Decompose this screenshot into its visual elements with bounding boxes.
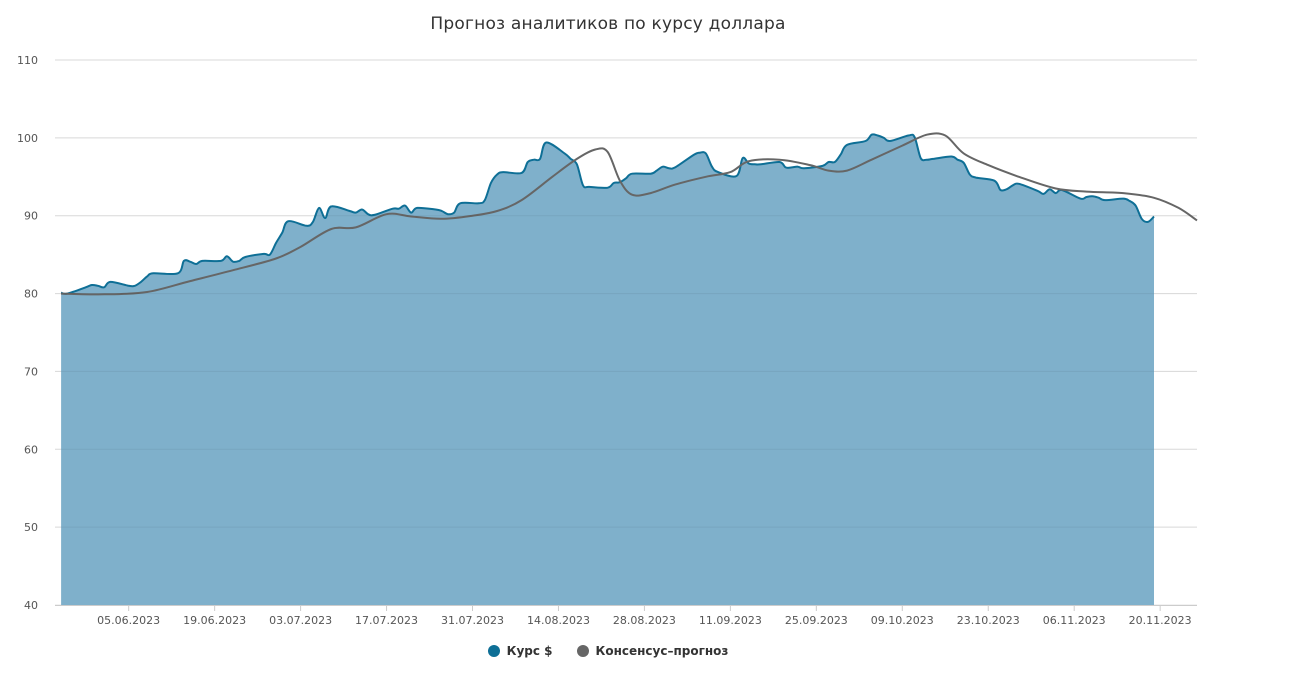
legend-marker-rate: [487, 645, 500, 657]
x-tick-label: 14.08.2023: [527, 614, 590, 627]
y-tick-label: 40: [24, 599, 38, 612]
x-tick-label: 17.07.2023: [355, 614, 418, 627]
legend-label-rate: Курс $: [506, 644, 553, 658]
x-tick-label: 19.06.2023: [183, 614, 246, 627]
legend-item-consensus[interactable]: Консенсус–прогноз: [576, 644, 729, 658]
y-tick-label: 90: [24, 210, 38, 223]
plot-series: [55, 59, 1198, 605]
legend: Курс $ Консенсус–прогноз: [0, 644, 1216, 658]
y-axis: 40 50 60 70 80 90 100 110: [17, 54, 38, 612]
y-tick-label: 70: [24, 365, 38, 378]
series-area-rate: [61, 134, 1155, 605]
legend-item-rate[interactable]: Курс $: [487, 644, 553, 658]
y-tick-label: 50: [24, 521, 38, 534]
x-tick-label: 03.07.2023: [269, 614, 332, 627]
series-line-consensus: [61, 132, 1198, 296]
y-tick-label: 60: [24, 443, 38, 456]
x-tick-label: 23.10.2023: [957, 614, 1020, 627]
legend-marker-consensus: [576, 645, 589, 657]
x-tick-label: 06.11.2023: [1043, 614, 1106, 627]
x-tick-label: 11.09.2023: [699, 614, 762, 627]
chart-title: Прогноз аналитиков по курсу доллара: [430, 14, 786, 34]
x-tick-label: 28.08.2023: [613, 614, 676, 627]
x-tick-label: 20.11.2023: [1129, 614, 1192, 627]
x-axis: 05.06.2023 19.06.2023 03.07.2023 17.07.2023…: [55, 605, 1197, 627]
y-tick-label: 100: [17, 132, 38, 145]
legend-label-consensus: Консенсус–прогноз: [595, 644, 729, 658]
y-tick-label: 110: [17, 54, 38, 67]
y-tick-label: 80: [24, 288, 38, 301]
x-tick-label: 31.07.2023: [441, 614, 504, 627]
x-tick-label: 09.10.2023: [871, 614, 934, 627]
x-tick-label: 05.06.2023: [97, 614, 160, 627]
x-tick-label: 25.09.2023: [785, 614, 848, 627]
series-line-rate: [60, 133, 1155, 295]
